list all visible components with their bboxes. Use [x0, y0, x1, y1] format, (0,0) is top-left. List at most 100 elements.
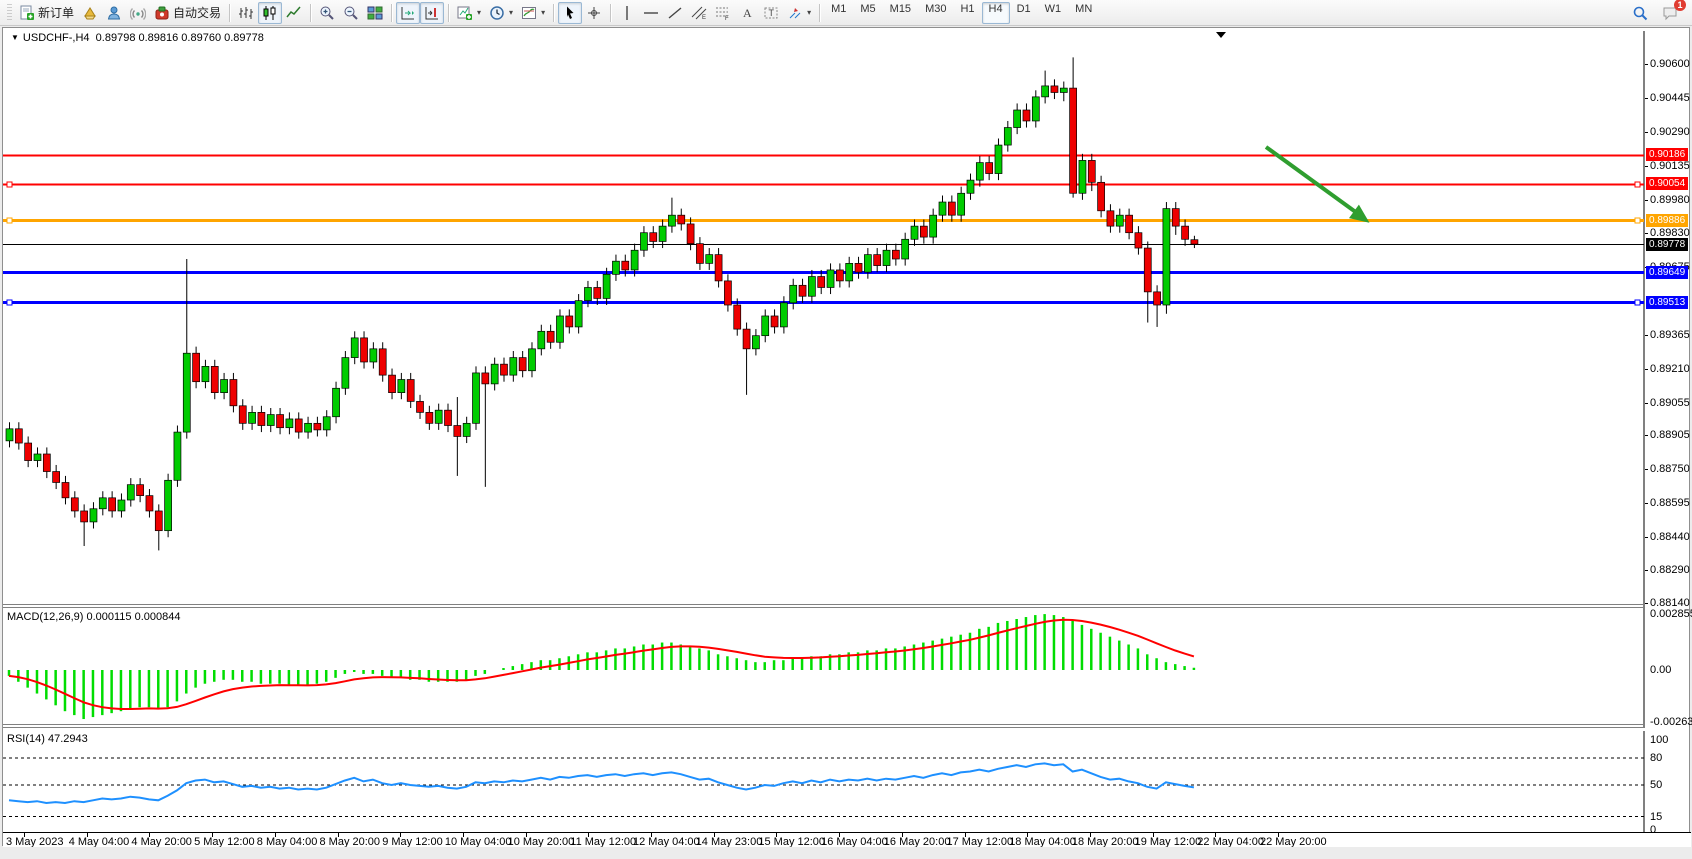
line-chart-button[interactable] [282, 2, 306, 24]
timeframe-m15-button[interactable]: M15 [889, 2, 912, 15]
timeframe-d1-button[interactable]: D1 [1016, 2, 1031, 15]
new-order-button[interactable]: 新订单 [15, 2, 78, 24]
toolbar-separator [819, 3, 821, 22]
candle-chart-button[interactable] [258, 1, 283, 24]
timeframe-h1-button[interactable]: H1 [960, 2, 975, 15]
zoom-out-button[interactable] [339, 2, 363, 24]
text-label-button[interactable]: T [759, 2, 783, 24]
line-handle[interactable] [1634, 181, 1641, 188]
zoom-in-button[interactable] [315, 2, 339, 24]
cursor-button[interactable] [558, 1, 583, 24]
price-tick-label: 0.90445 [1650, 91, 1690, 104]
macd-signal-line [8, 618, 1195, 710]
date-tick-label: 17 May 12:00 [946, 836, 1014, 848]
timeframe-w1-button[interactable]: W1 [1044, 2, 1062, 15]
macd-axis-label: 0.00 [1650, 664, 1672, 676]
tile-windows-button[interactable] [363, 2, 387, 24]
date-tick-label: 14 May 23:00 [695, 836, 763, 848]
accounts-button[interactable] [102, 2, 126, 24]
vline-icon [619, 5, 635, 21]
trendline-button[interactable] [663, 2, 687, 24]
dropdown-arrow-icon: ▾ [807, 8, 812, 17]
dropdown-arrow-icon: ▾ [509, 8, 514, 17]
chat-button[interactable]: 1 [1658, 0, 1686, 24]
chart-symbol: USDCHF-,H4 [22, 32, 90, 44]
chart-window[interactable]: ▼ USDCHF-,H4 0.89798 0.89816 0.89760 0.89… [2, 27, 1692, 848]
candles [5, 57, 1199, 551]
line-handle[interactable] [6, 217, 13, 224]
macd-pane[interactable] [3, 608, 1645, 728]
timeframe-h4-button[interactable]: H4 [981, 1, 1010, 24]
clock-icon [489, 5, 505, 21]
price-axis[interactable]: 0.90600 0.90445 0.90290 0.90135 0.89980 0.898… [1645, 28, 1692, 836]
toolbar: 新订单 自动交易 ▾ ▾ ▾ E F A T ▾ M1 M5 M15 M30 H1 H4 D1 W1 MN 1 [0, 0, 1692, 26]
date-tick-label: 8 May 04:00 [256, 836, 318, 848]
chart-title: ▼ USDCHF-,H4 0.89798 0.89816 0.89760 0.89… [11, 32, 264, 44]
arrows-button[interactable]: ▾ [783, 2, 815, 24]
gold-chart-button[interactable] [78, 2, 102, 24]
macd-label: MACD(12,26,9) 0.000115 0.000844 [7, 611, 181, 623]
date-tick-label: 4 May 04:00 [68, 836, 130, 848]
svg-text:E: E [702, 15, 706, 21]
timeframe-m30-button[interactable]: M30 [925, 2, 947, 15]
shift-icon [424, 5, 440, 21]
arrows-icon [787, 5, 803, 21]
price-line-badge: 0.90186 [1646, 148, 1689, 162]
crosshair-button[interactable] [582, 2, 606, 24]
price-tick-label: 0.90600 [1650, 58, 1690, 70]
horizontal-line-button[interactable] [639, 2, 663, 24]
rsi-axis-label: 15 [1650, 810, 1663, 823]
line-handle[interactable] [6, 299, 13, 306]
price-tick-label: 0.89210 [1650, 362, 1690, 375]
text-button[interactable]: A [735, 2, 759, 24]
date-tick-label: 10 May 04:00 [444, 836, 512, 848]
indicators-button[interactable]: ▾ [453, 2, 485, 24]
templates-button[interactable]: ▾ [517, 2, 549, 24]
chart-shift-button[interactable] [420, 1, 445, 24]
users-icon [106, 5, 122, 21]
fibonacci-button[interactable]: F [711, 2, 735, 24]
vertical-line-button[interactable] [615, 2, 639, 24]
bars-icon [238, 5, 254, 21]
main-chart-pane[interactable] [3, 31, 1645, 608]
timeframe-m5-button[interactable]: M5 [860, 2, 876, 15]
periods-button[interactable]: ▾ [485, 2, 517, 24]
trend-icon [667, 5, 683, 21]
zoom-in-icon [319, 5, 335, 21]
bar-chart-button[interactable] [234, 2, 258, 24]
date-tick-label: 19 May 12:00 [1134, 836, 1202, 848]
line-handle[interactable] [1634, 217, 1641, 224]
signals-button[interactable] [126, 2, 150, 24]
line-handle[interactable] [6, 181, 13, 188]
price-line-badge: 0.89513 [1646, 295, 1689, 309]
svg-text:F: F [725, 16, 729, 21]
search-button[interactable] [1628, 2, 1652, 24]
date-tick-label: 3 May 2023 [6, 836, 64, 848]
toolbar-separator [310, 3, 312, 22]
trend-arrow-annotation[interactable] [1264, 145, 1370, 223]
date-axis[interactable]: 3 May 2023 4 May 04:00 4 May 20:00 5 May 12… [3, 832, 1691, 848]
date-tick-label: 8 May 20:00 [319, 836, 381, 848]
rsi-pane[interactable] [3, 731, 1645, 832]
auto-trading-button[interactable]: 自动交易 [150, 2, 225, 24]
date-tick-label: 10 May 20:00 [507, 836, 575, 848]
fibo-icon: F [715, 5, 731, 21]
macd-axis-label: 0.002855 [1650, 608, 1692, 620]
rsi-label: RSI(14) 47.2943 [7, 733, 88, 745]
template-icon [521, 5, 537, 21]
price-tick-label: 0.90135 [1650, 159, 1690, 172]
equidistant-channel-button[interactable]: E [687, 2, 711, 24]
line-handle[interactable] [1634, 299, 1641, 306]
price-tick-label: 0.88140 [1650, 596, 1690, 609]
timeframe-m1-button[interactable]: M1 [831, 2, 847, 15]
date-tick-label: 11 May 12:00 [570, 836, 637, 848]
rsi-axis-label: 0 [1650, 824, 1657, 836]
price-line-badge: 0.89778 [1646, 237, 1689, 251]
price-tick-label: 0.89055 [1650, 396, 1690, 409]
chevron-down-icon[interactable]: ▼ [11, 33, 19, 42]
chart-shift-marker[interactable] [1216, 32, 1226, 38]
timeframe-mn-button[interactable]: MN [1075, 2, 1093, 15]
zoom-out-icon [343, 5, 359, 21]
auto-scroll-button[interactable] [396, 1, 421, 24]
date-tick-label: 9 May 12:00 [382, 836, 443, 848]
